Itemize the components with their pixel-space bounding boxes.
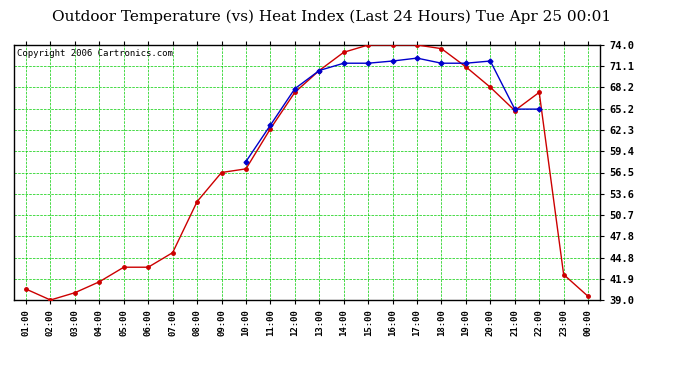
Text: Outdoor Temperature (vs) Heat Index (Last 24 Hours) Tue Apr 25 00:01: Outdoor Temperature (vs) Heat Index (Las… <box>52 9 611 24</box>
Text: Copyright 2006 Cartronics.com: Copyright 2006 Cartronics.com <box>17 49 172 58</box>
